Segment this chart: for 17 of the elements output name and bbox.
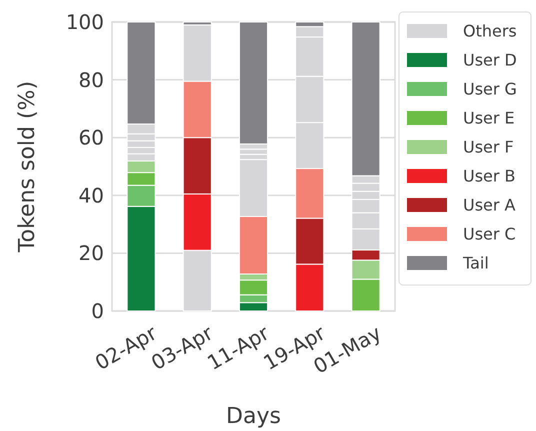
y-tick-label: 100 xyxy=(66,10,104,34)
legend-label: User C xyxy=(463,224,516,244)
legend-label: User B xyxy=(463,166,516,186)
y-tick-label: 60 xyxy=(78,126,104,150)
legend-label: User F xyxy=(463,138,514,157)
y-axis-title: Tokens sold (%) xyxy=(15,80,40,254)
legend-label: Others xyxy=(463,22,517,41)
x-axis-title: Days xyxy=(226,404,281,429)
legend-label: User A xyxy=(463,196,516,215)
legend-label: Tail xyxy=(462,254,489,273)
y-tick-label: 80 xyxy=(78,68,104,92)
legend-label: User E xyxy=(463,108,515,128)
y-tick-label: 0 xyxy=(91,299,104,323)
y-tick-label: 20 xyxy=(78,241,104,266)
y-tick-label: 40 xyxy=(78,183,104,208)
legend-label: User D xyxy=(463,50,517,70)
legend-label: User G xyxy=(463,80,517,99)
